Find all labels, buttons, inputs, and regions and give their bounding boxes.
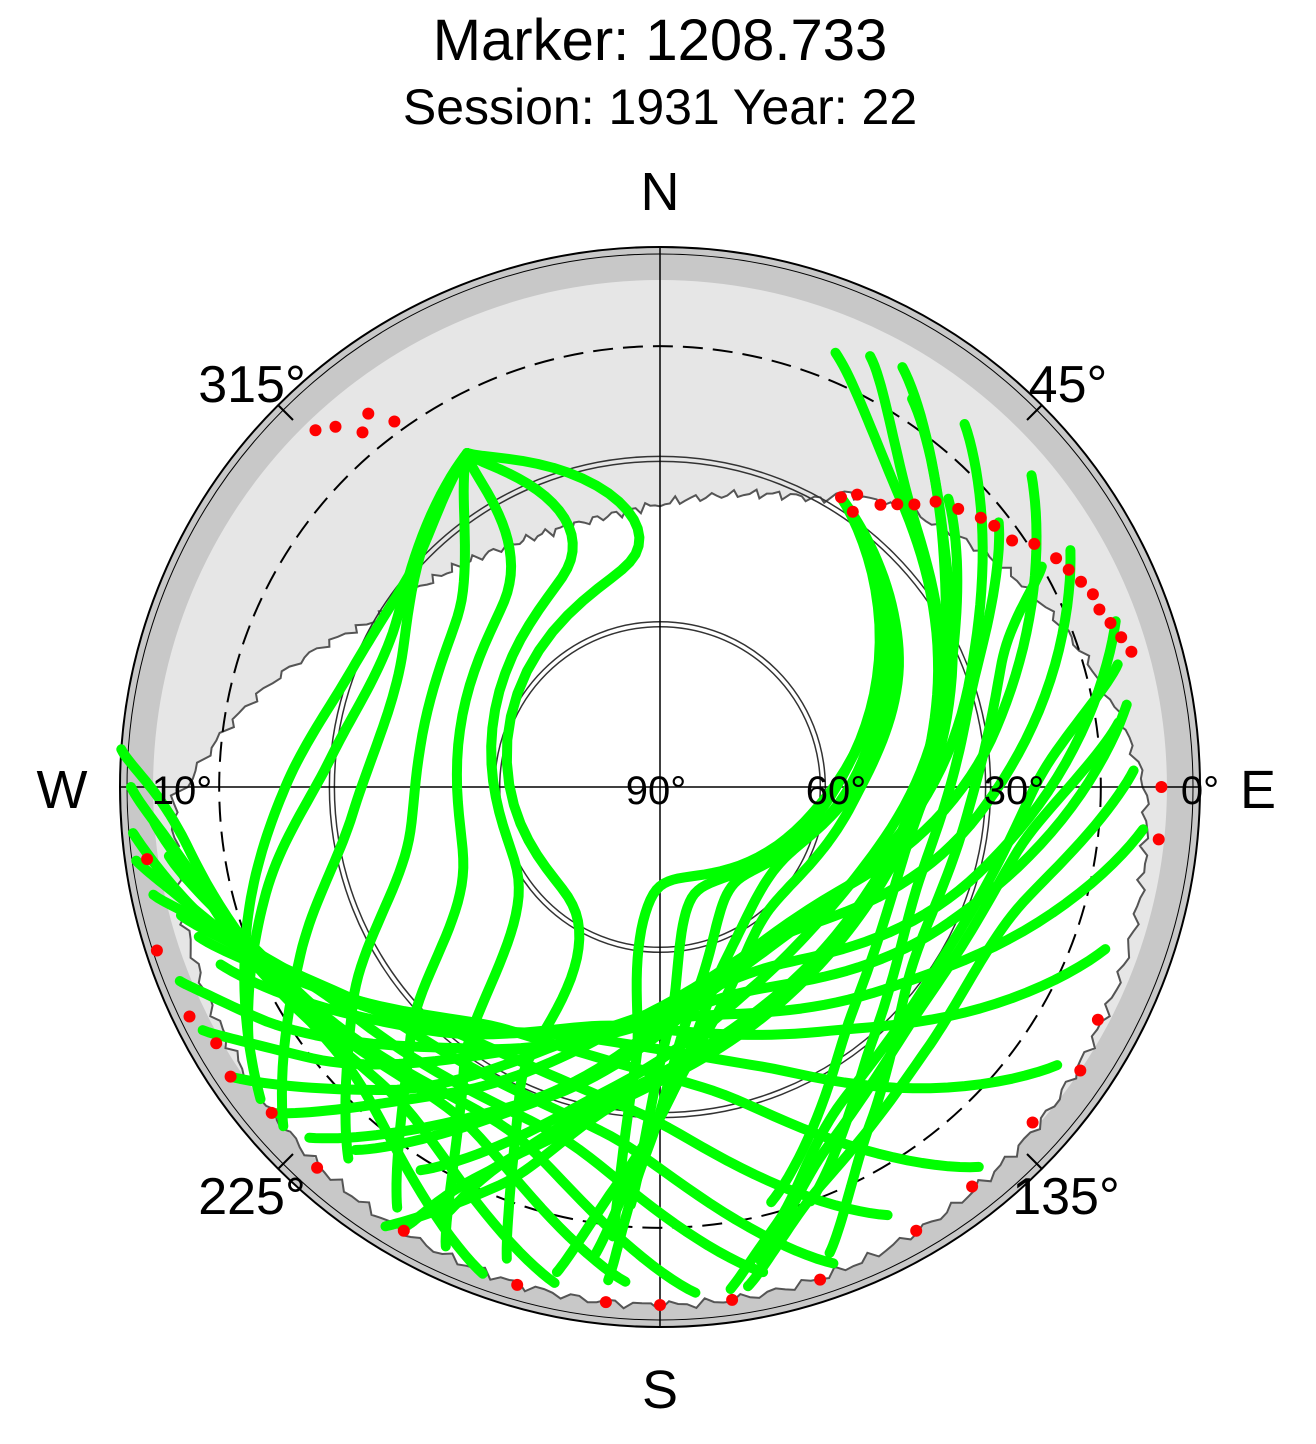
satellite-track-25 xyxy=(440,448,578,1252)
satellite-track-27 xyxy=(551,492,904,1278)
satellite-track-22 xyxy=(276,448,473,1132)
flagged-point-0 xyxy=(835,491,847,504)
elevation-label-30: 30° xyxy=(984,769,1045,813)
flagged-point-25 xyxy=(966,1180,979,1193)
flagged-point-9 xyxy=(988,519,1001,532)
tick-315 xyxy=(277,404,294,421)
satellite-track-33 xyxy=(755,717,1124,1267)
flagged-point-41 xyxy=(329,420,342,433)
flagged-point-1 xyxy=(851,488,864,501)
flagged-point-42 xyxy=(356,426,369,439)
flagged-point-11 xyxy=(1028,537,1041,550)
elevation-label-60: 60° xyxy=(806,769,867,813)
flagged-point-8 xyxy=(974,511,987,524)
satellite-track-36 xyxy=(805,517,1005,1207)
elevation-label-90: 90° xyxy=(626,769,687,813)
flagged-point-30 xyxy=(599,1296,612,1309)
flagged-point-20 xyxy=(1155,781,1168,793)
azimuth-label-45: 45° xyxy=(1029,356,1108,414)
elevation-label-10: 10° xyxy=(152,769,213,813)
flagged-point-33 xyxy=(311,1161,324,1174)
flagged-point-22 xyxy=(1091,1013,1104,1026)
flagged-point-31 xyxy=(511,1278,524,1291)
tick-135 xyxy=(1026,1153,1043,1170)
satellite-track-26 xyxy=(462,448,645,1264)
azimuth-label-225: 225° xyxy=(198,1168,306,1226)
direction-west: W xyxy=(37,760,88,820)
satellite-track-35 xyxy=(824,561,1047,1258)
flagged-point-29 xyxy=(654,1299,666,1311)
flagged-point-3 xyxy=(874,498,887,511)
flagged-point-26 xyxy=(910,1224,923,1237)
flagged-point-44 xyxy=(388,415,401,428)
flagged-point-21 xyxy=(1152,833,1165,846)
flagged-point-36 xyxy=(210,1037,223,1050)
tick-45 xyxy=(1026,404,1043,421)
flagged-point-19 xyxy=(1125,645,1138,658)
flagged-point-4 xyxy=(891,498,904,511)
flagged-point-37 xyxy=(183,1010,196,1023)
flagged-point-12 xyxy=(1050,552,1063,565)
satellite-track-3 xyxy=(415,393,952,1176)
flagged-point-7 xyxy=(952,502,965,515)
elevation-label-0: 0° xyxy=(1181,769,1219,813)
flagged-point-2 xyxy=(846,505,859,518)
chart-title: Marker: 1208.733 xyxy=(433,8,888,73)
flagged-point-14 xyxy=(1075,575,1087,588)
satellite-track-21 xyxy=(243,448,473,1049)
flagged-point-17 xyxy=(1104,617,1117,629)
flagged-point-18 xyxy=(1115,631,1128,644)
direction-south: S xyxy=(642,1360,678,1420)
satellite-track-31 xyxy=(607,492,887,1242)
flagged-point-43 xyxy=(362,407,375,420)
satellite-track-37 xyxy=(766,493,963,1208)
direction-east: E xyxy=(1240,760,1276,820)
chart-subtitle: Session: 1931 Year: 22 xyxy=(403,79,917,135)
tick-225 xyxy=(277,1153,294,1170)
flagged-observations xyxy=(141,407,1168,1311)
direction-north: N xyxy=(641,162,680,222)
flagged-point-15 xyxy=(1086,588,1099,601)
satellite-track-23 xyxy=(340,448,473,1164)
flagged-point-35 xyxy=(224,1070,237,1083)
flagged-point-23 xyxy=(1074,1064,1087,1077)
flagged-point-38 xyxy=(150,944,163,957)
flagged-point-16 xyxy=(1093,603,1106,616)
flagged-point-13 xyxy=(1062,563,1075,576)
flagged-point-24 xyxy=(1026,1116,1039,1129)
flagged-point-28 xyxy=(726,1293,739,1306)
azimuth-label-135: 135° xyxy=(1012,1168,1120,1226)
flagged-point-39 xyxy=(141,853,154,866)
flagged-point-10 xyxy=(1006,534,1019,547)
flagged-point-27 xyxy=(814,1273,827,1286)
satellite-track-24 xyxy=(391,448,517,1213)
flagged-point-5 xyxy=(908,498,921,511)
valid-observations xyxy=(116,347,1149,1298)
azimuth-label-315: 315° xyxy=(198,356,306,414)
flagged-point-6 xyxy=(929,495,942,508)
flagged-point-40 xyxy=(309,424,322,437)
satellite-track-34 xyxy=(743,765,1139,1292)
flagged-point-32 xyxy=(397,1224,410,1237)
satellite-track-19 xyxy=(116,744,488,1279)
flagged-point-34 xyxy=(265,1106,278,1119)
